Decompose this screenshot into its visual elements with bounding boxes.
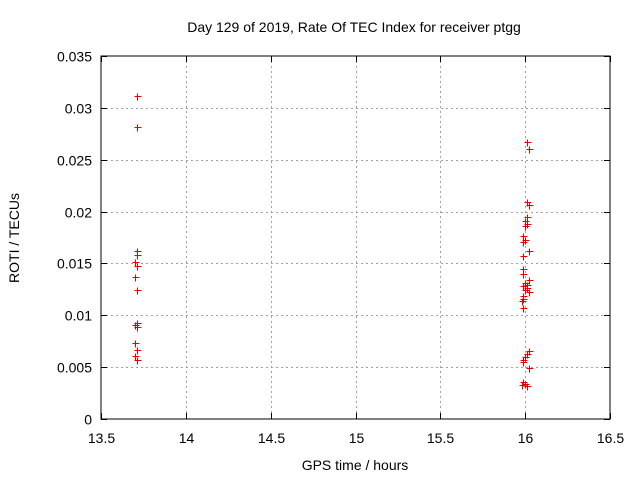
data-point bbox=[520, 305, 528, 313]
data-point bbox=[519, 298, 527, 306]
data-point bbox=[134, 347, 142, 355]
data-point bbox=[526, 146, 534, 154]
data-point bbox=[134, 357, 142, 365]
data-point bbox=[522, 287, 530, 295]
data-point bbox=[526, 202, 534, 210]
data-point bbox=[520, 283, 528, 291]
data-point bbox=[522, 223, 530, 231]
y-axis-label: ROTI / TECUs bbox=[6, 193, 22, 283]
data-point bbox=[134, 93, 142, 101]
y-tick-label: 0.02 bbox=[65, 205, 92, 221]
y-tick-label: 0.03 bbox=[65, 101, 92, 117]
data-point bbox=[519, 382, 527, 390]
y-tick-label: 0.035 bbox=[57, 49, 92, 65]
x-tick-label: 16.5 bbox=[597, 430, 624, 446]
data-point bbox=[132, 259, 140, 267]
data-point bbox=[134, 124, 142, 132]
data-point bbox=[134, 252, 142, 260]
data-point bbox=[520, 239, 528, 247]
data-point bbox=[526, 365, 534, 373]
x-axis-label: GPS time / hours bbox=[302, 457, 409, 473]
data-point bbox=[526, 289, 534, 297]
data-point bbox=[134, 287, 142, 295]
data-point bbox=[132, 322, 140, 330]
x-tick-label: 14 bbox=[179, 430, 195, 446]
data-point bbox=[134, 324, 142, 332]
data-point bbox=[520, 359, 528, 367]
axis-ticks: 13.5 14 14.5 15 15.5 16 16.5 0 0.005 0.01 0.015 0.0… bbox=[57, 49, 624, 447]
data-point bbox=[524, 214, 532, 222]
y-tick-label: 0.005 bbox=[57, 360, 92, 376]
y-tick-label: 0.025 bbox=[57, 153, 92, 169]
x-tick-label: 14.5 bbox=[258, 430, 285, 446]
data-point bbox=[134, 263, 142, 271]
data-point bbox=[520, 271, 528, 279]
x-tick-label: 15 bbox=[349, 430, 365, 446]
data-point bbox=[132, 353, 140, 361]
data-point bbox=[526, 248, 534, 256]
data-point bbox=[524, 139, 532, 147]
y-tick-label: 0.01 bbox=[65, 308, 92, 324]
plot-frame bbox=[100, 55, 611, 420]
data-points bbox=[132, 93, 534, 391]
x-tick-label: 16 bbox=[518, 430, 534, 446]
chart-title: Day 129 of 2019, Rate Of TEC Index for r… bbox=[187, 19, 521, 35]
data-point bbox=[520, 233, 528, 241]
data-point bbox=[132, 340, 140, 348]
data-point bbox=[524, 383, 532, 391]
data-point bbox=[132, 274, 140, 282]
gridlines bbox=[101, 56, 610, 419]
y-tick-label: 0 bbox=[84, 412, 92, 428]
x-tick-label: 15.5 bbox=[427, 430, 454, 446]
x-tick-label: 13.5 bbox=[88, 430, 115, 446]
y-tick-label: 0.015 bbox=[57, 256, 92, 272]
data-point bbox=[520, 253, 528, 261]
data-point bbox=[520, 296, 528, 304]
